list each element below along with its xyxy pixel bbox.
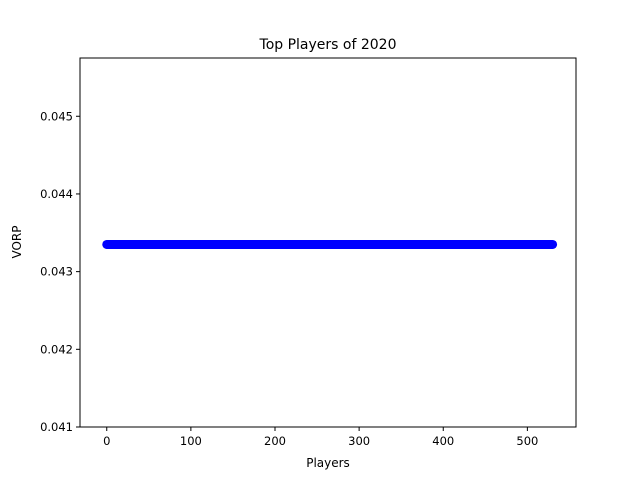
x-tick-label: 200 <box>264 434 286 448</box>
x-tick-label: 0 <box>103 434 110 448</box>
chart-title: Top Players of 2020 <box>259 37 397 53</box>
x-tick-label: 100 <box>180 434 202 448</box>
y-axis-ticks: 0.041 0.042 0.043 0.044 0.045 <box>40 109 80 434</box>
x-tick-label: 500 <box>516 434 538 448</box>
y-tick-label: 0.043 <box>40 265 73 279</box>
y-tick-label: 0.045 <box>40 109 73 123</box>
y-tick-label: 0.044 <box>40 187 73 201</box>
plot-frame <box>79 57 577 428</box>
x-tick-label: 300 <box>348 434 370 448</box>
y-axis-label: VORP <box>10 225 24 258</box>
y-tick-label: 0.041 <box>40 420 73 434</box>
data-points <box>102 239 558 249</box>
x-tick-label: 400 <box>432 434 454 448</box>
x-axis-label: Players <box>306 456 350 470</box>
x-axis-ticks: 0 100 200 300 400 500 <box>103 427 538 448</box>
y-tick-label: 0.042 <box>40 342 73 356</box>
data-point <box>548 239 558 249</box>
